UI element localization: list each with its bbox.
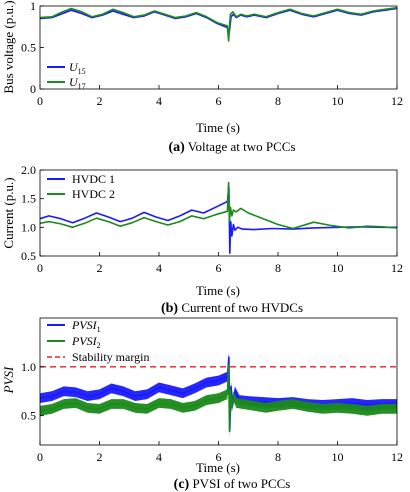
ylabel-c: PVSI bbox=[1, 366, 16, 394]
ticks-c: 0 2 4 6 8 10 12 0.5 1.0 bbox=[21, 360, 403, 464]
caption-c: (c) PVSI of two PCCs bbox=[174, 476, 291, 492]
xlabel-a: Time (s) bbox=[196, 120, 240, 135]
ylabel-b: Current (p.u.) bbox=[1, 177, 16, 248]
plot-area-c bbox=[39, 352, 397, 437]
xtick-label-c: 6 bbox=[216, 450, 222, 464]
xtick-label-c: 2 bbox=[97, 450, 103, 464]
xtick-label-a: 12 bbox=[391, 94, 403, 108]
ticks-b: 0 2 4 6 8 10 12 0.5 1.0 1.5 2.0 bbox=[21, 163, 403, 275]
ytick-label-a: 0 bbox=[30, 82, 36, 96]
legend-label-hvdc1: HVDC 1 bbox=[72, 172, 115, 186]
xtick-label-a: 2 bbox=[97, 94, 103, 108]
panel-c: 0 2 4 6 8 10 12 0.5 1.0 PVSI Time (s) PVSI1 PVSI… bbox=[1, 317, 403, 492]
legend-label-u17: U17 bbox=[69, 75, 86, 91]
series-line-b-1 bbox=[39, 181, 398, 230]
ytick-label-b: 1.5 bbox=[21, 192, 36, 206]
ytick-label-b: 1.0 bbox=[21, 220, 36, 234]
xtick-label-c: 0 bbox=[37, 450, 43, 464]
legend-b: HVDC 1 HVDC 2 bbox=[47, 172, 115, 201]
ytick-label-a: 1 bbox=[30, 0, 36, 13]
ylabel-a: Bus voltage (p.u.) bbox=[1, 0, 16, 93]
xtick-label-a: 8 bbox=[275, 94, 281, 108]
xlabel-b: Time (s) bbox=[196, 283, 240, 298]
xtick-label-b: 4 bbox=[156, 261, 162, 275]
ytick-label-c: 1.0 bbox=[21, 360, 36, 374]
xtick-label-b: 6 bbox=[216, 261, 222, 275]
xtick-label-a: 0 bbox=[37, 94, 43, 108]
legend-label-pvsi1: PVSI1 bbox=[71, 318, 101, 334]
legend-a: U15 U17 bbox=[47, 60, 86, 91]
legend-label-stability-margin: Stability margin bbox=[72, 350, 149, 364]
panel-b: 0 2 4 6 8 10 12 0.5 1.0 1.5 2.0 Current (p.u.) Tim… bbox=[1, 163, 403, 316]
ytick-label-a: 0.5 bbox=[21, 41, 36, 55]
xtick-label-b: 8 bbox=[275, 261, 281, 275]
legend-c: PVSI1 PVSI2 Stability margin bbox=[47, 318, 149, 364]
series-line-a-0 bbox=[39, 7, 398, 35]
legend-label-u15: U15 bbox=[69, 60, 86, 76]
xtick-label-b: 12 bbox=[391, 261, 403, 275]
xtick-label-b: 0 bbox=[37, 261, 43, 275]
legend-label-pvsi2: PVSI2 bbox=[71, 334, 101, 350]
xtick-label-c: 4 bbox=[156, 450, 162, 464]
series-line-a-1 bbox=[39, 6, 398, 42]
xtick-label-a: 10 bbox=[332, 94, 344, 108]
plot-area-a bbox=[39, 6, 398, 42]
ytick-label-b: 2.0 bbox=[21, 163, 36, 177]
xtick-label-c: 8 bbox=[275, 450, 281, 464]
xtick-label-b: 10 bbox=[332, 261, 344, 275]
ytick-label-b: 0.5 bbox=[21, 249, 36, 263]
axes-frame-a bbox=[39, 5, 398, 90]
xtick-label-b: 2 bbox=[97, 261, 103, 275]
panel-a: 0 2 4 6 8 10 12 0 0.5 1 Bus voltage (p.u.) Time (… bbox=[1, 0, 403, 155]
series-line-c-1 bbox=[39, 364, 397, 433]
xtick-label-c: 12 bbox=[391, 450, 403, 464]
xtick-label-a: 6 bbox=[216, 94, 222, 108]
caption-a: (a) Voltage at two PCCs bbox=[168, 139, 295, 155]
legend-label-hvdc2: HVDC 2 bbox=[72, 187, 115, 201]
xtick-label-c: 10 bbox=[332, 450, 344, 464]
ticks-a: 0 2 4 6 8 10 12 0 0.5 1 bbox=[21, 0, 403, 108]
xlabel-c: Time (s) bbox=[196, 460, 240, 475]
xtick-label-a: 4 bbox=[156, 94, 162, 108]
caption-b: (b) Current of two HVDCs bbox=[161, 300, 303, 316]
ytick-label-c: 0.5 bbox=[21, 409, 36, 423]
plot-area-b bbox=[39, 181, 398, 254]
